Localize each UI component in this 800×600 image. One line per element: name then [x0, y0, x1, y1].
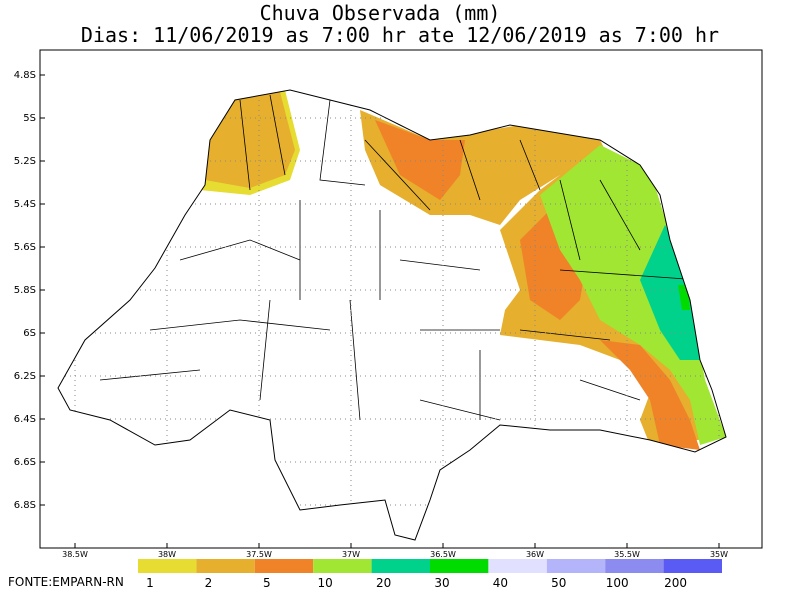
legend-swatch — [605, 559, 664, 573]
map-subtitle: Dias: 11/06/2019 as 7:00 hr ate 12/06/20… — [81, 23, 719, 47]
map-frame — [39, 49, 763, 549]
rain-area — [640, 225, 700, 360]
state-map — [58, 90, 726, 540]
legend-swatch — [546, 559, 606, 573]
legend-swatch — [430, 559, 489, 573]
legend-label: 10 — [318, 576, 333, 590]
legend-label: 2 — [205, 576, 213, 590]
rain-area — [600, 340, 700, 450]
lat-label: 6S — [23, 328, 36, 339]
legend-label: 1 — [146, 576, 154, 590]
municipal-borders — [99, 94, 701, 421]
lat-label: 5.2S — [14, 156, 36, 167]
legend-swatch — [488, 559, 547, 573]
map-title: Chuva Observada (mm) — [260, 1, 501, 25]
legend-label: 200 — [664, 576, 687, 590]
lon-label: 36W — [526, 550, 544, 559]
lon-label: 37W — [342, 550, 360, 559]
lon-label: 35.5W — [614, 550, 640, 559]
lon-label: 37.5W — [246, 550, 272, 559]
legend-label: 20 — [376, 576, 391, 590]
lat-label: 4.8S — [14, 70, 36, 81]
axis-labels: 4.8S 5S 5.2S 5.4S 5.6S 5.8S 6S 6.2S 6.4S 6.6S 6.8S… — [14, 70, 728, 559]
legend: 1 2 5 10 20 30 40 50 100 200 — [138, 559, 722, 590]
legend-swatch — [371, 559, 430, 573]
lon-label: 38W — [158, 550, 176, 559]
state-outline — [57, 89, 727, 541]
lat-label: 6.6S — [14, 457, 36, 468]
legend-label: 30 — [434, 576, 449, 590]
legend-swatch — [663, 559, 722, 573]
legend-swatch — [254, 559, 314, 573]
lat-label: 6.4S — [14, 414, 36, 425]
legend-label: 50 — [551, 576, 566, 590]
rain-area — [205, 92, 295, 188]
lat-label: 5.6S — [14, 242, 36, 253]
lat-label: 6.2S — [14, 371, 36, 382]
lat-label: 5.4S — [14, 199, 36, 210]
legend-swatch — [196, 559, 255, 573]
lat-label: 5.8S — [14, 285, 36, 296]
legend-label: 5 — [263, 576, 271, 590]
lon-label: 36.5W — [430, 550, 456, 559]
source-note: FONTE:EMPARN-RN — [8, 575, 124, 589]
lat-label: 6.8S — [14, 500, 36, 511]
legend-label: 40 — [493, 576, 508, 590]
legend-swatch — [313, 559, 372, 573]
lon-label: 38.5W — [62, 550, 88, 559]
rain-area — [540, 145, 726, 445]
legend-swatch — [138, 559, 197, 573]
lat-label: 5S — [23, 113, 36, 124]
lon-label: 35W — [710, 550, 728, 559]
legend-label: 100 — [606, 576, 629, 590]
